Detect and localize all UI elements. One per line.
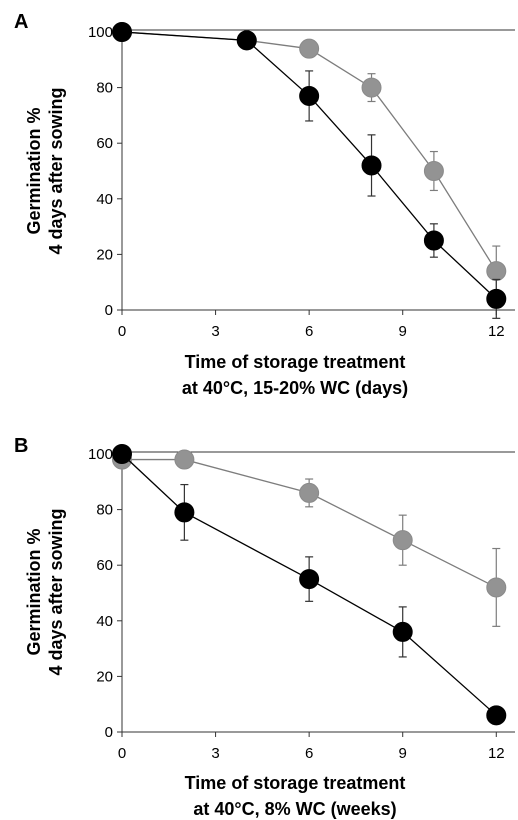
y-axis-title-line1-a: Germination % <box>24 107 44 234</box>
data-point-0-a <box>299 85 320 106</box>
y-axis-title-line2-a: 4 days after sowing <box>46 87 66 254</box>
data-point-0-a <box>486 288 507 309</box>
series-1-a <box>112 22 507 297</box>
x-tick-label-b: 6 <box>305 745 313 762</box>
y-tick-label-a: 20 <box>96 246 113 263</box>
x-tick-label-a: 12 <box>488 323 505 340</box>
y-axis-title-line2-b: 4 days after sowing <box>46 508 66 675</box>
series-line-0-a <box>121 31 497 300</box>
data-point-0-a <box>423 230 444 251</box>
y-tick-label-b: 60 <box>96 557 113 574</box>
x-tick-label-b: 3 <box>211 745 219 762</box>
y-tick-label-b: 20 <box>96 668 113 685</box>
data-point-0-a <box>112 22 132 42</box>
y-tick-label-a: 80 <box>96 80 113 97</box>
series-0-a <box>112 22 507 319</box>
y-tick-label-a: 40 <box>96 191 113 208</box>
y-tick-label-a: 0 <box>105 302 113 319</box>
y-tick-label-a: 100 <box>88 24 113 41</box>
data-point-0-a <box>236 30 257 51</box>
y-tick-label-b: 40 <box>96 613 113 630</box>
panel-b: B Germination % 4 days after sowing Time… <box>14 435 515 819</box>
x-axis-title-line2-a: at 40°C, 15-20% WC (days) <box>182 378 408 398</box>
data-point-0-b <box>486 705 507 726</box>
data-point-1-a <box>423 161 444 181</box>
x-tick-label-a: 9 <box>399 323 407 340</box>
x-axis-title-line1-b: Time of storage treatment <box>185 773 406 793</box>
x-axis-title-line1-a: Time of storage treatment <box>185 352 406 372</box>
y-tick-label-a: 60 <box>96 135 113 152</box>
data-point-0-b <box>299 569 320 590</box>
y-tick-label-b: 80 <box>96 502 113 519</box>
data-point-1-b <box>174 449 195 470</box>
data-point-1-a <box>486 261 507 282</box>
panel-letter-b: B <box>14 435 28 457</box>
x-axis-title-line2-b: at 40°C, 8% WC (weeks) <box>193 799 396 819</box>
series-1-b <box>112 449 507 627</box>
x-tick-label-b: 0 <box>118 745 126 762</box>
data-point-1-a <box>361 77 382 98</box>
x-tick-label-a: 6 <box>305 323 313 340</box>
x-tick-label-a: 3 <box>211 323 219 340</box>
panel-a: A Germination % 4 days after sowing Time… <box>14 11 515 398</box>
data-point-0-b <box>392 621 413 642</box>
panel-letter-a: A <box>14 11 28 33</box>
data-point-1-a <box>299 38 320 59</box>
y-axis-title-line1-b: Germination % <box>24 528 44 655</box>
series-0-b <box>112 444 507 726</box>
y-tick-label-b: 0 <box>105 724 113 741</box>
data-point-1-b <box>486 577 507 598</box>
x-tick-label-b: 12 <box>488 745 505 762</box>
data-point-1-b <box>299 482 320 503</box>
data-point-0-b <box>112 444 132 464</box>
data-point-0-b <box>174 502 195 523</box>
x-tick-label-b: 9 <box>399 745 407 762</box>
data-point-0-a <box>361 155 382 176</box>
x-tick-label-a: 0 <box>118 323 126 340</box>
data-point-1-b <box>392 530 413 551</box>
y-tick-label-b: 100 <box>88 446 113 463</box>
